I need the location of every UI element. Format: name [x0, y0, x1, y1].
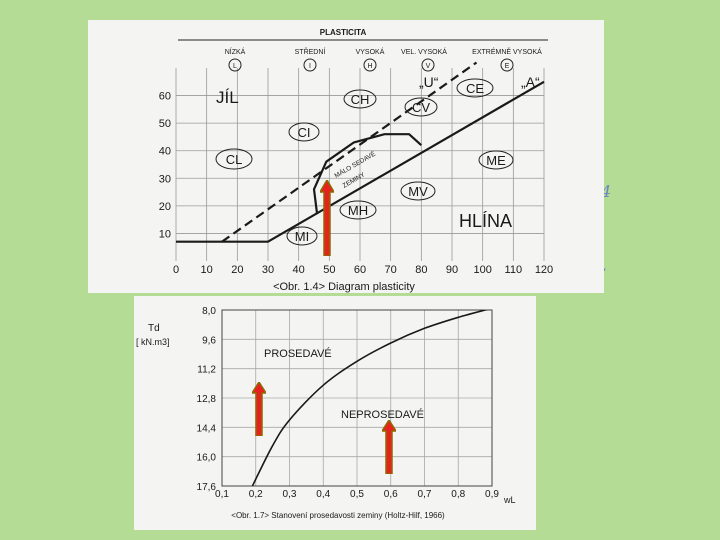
class-code-0: L	[233, 63, 237, 70]
x-tick-label: 0,8	[451, 489, 465, 500]
x-tick-label: 20	[231, 264, 243, 276]
x-tick-label: 0,5	[350, 489, 364, 500]
series-line-1	[221, 61, 478, 243]
collapsibility-chart: 0,1 0,2 0,3 0,4 0,5 0,6 0,7 0,8 0,9 8,0 9,6 11,2 12,…	[136, 306, 516, 520]
region-label-mv: MV	[408, 184, 428, 199]
x-tick-label: 50	[323, 264, 335, 276]
line-label-u: „U“	[419, 74, 439, 90]
x-tick-label: 60	[354, 264, 366, 276]
x-tick-label: 0,9	[485, 489, 499, 500]
region-label-ch: CH	[351, 92, 370, 107]
class-code-2: H	[367, 63, 372, 70]
x-tick-label: 0	[173, 264, 179, 276]
x-tick-label: 40	[293, 264, 305, 276]
y-tick-label: 12,8	[197, 394, 217, 405]
collapsibility-boundary-line	[251, 310, 489, 486]
x-tick-label: 110	[505, 264, 523, 276]
series-line-0	[176, 80, 545, 243]
plasticity-diagram-panel: 0 10 20 30 40 50 60 70 80 90 100 110 120 10 20 30 40 50 60…	[88, 20, 604, 293]
region-label-jil: JÍL	[216, 88, 239, 107]
region-label-me: ME	[486, 153, 506, 168]
x-axis-label: wL	[503, 495, 516, 505]
red-arrow-up-2	[252, 382, 266, 436]
region-label-cv: CV	[412, 100, 430, 115]
x-tick-label: 80	[415, 264, 427, 276]
region-label-ci: CI	[298, 125, 311, 140]
x-tick-label: 90	[446, 264, 458, 276]
y-tick-label: 11,2	[197, 365, 216, 376]
collapsibility-diagram-panel: 0,1 0,2 0,3 0,4 0,5 0,6 0,7 0,8 0,9 8,0 9,6 11,2 12,…	[134, 296, 536, 530]
x-tick-label: 0,2	[249, 489, 263, 500]
x-tick-label: 70	[385, 264, 397, 276]
x-tick-label: 0,1	[215, 489, 229, 500]
region-label-neprosedave: NEPROSEDAVÉ	[341, 408, 424, 421]
x-tick-label: 100	[473, 264, 491, 276]
x-tick-label: 0,6	[384, 489, 398, 500]
class-name-4: EXTRÉMNĚ VYSOKÁ	[472, 47, 542, 56]
x-tick-label: 0,7	[418, 489, 432, 500]
class-name-3: VEL. VYSOKÁ	[401, 47, 447, 56]
class-name-1: STŘEDNÍ	[295, 47, 326, 56]
class-code-4: E	[505, 63, 510, 70]
class-name-2: VYSOKÁ	[356, 47, 385, 56]
red-arrow-up-3	[382, 420, 396, 474]
x-tick-label: 0,3	[283, 489, 297, 500]
plasticity-caption: <Obr. 1.4> Diagram plasticity	[273, 281, 415, 293]
y-axis-label: Td	[148, 323, 160, 334]
y-tick-label: 20	[159, 201, 171, 213]
plasticity-chart: 0 10 20 30 40 50 60 70 80 90 100 110 120 10 20 30 40 50 60…	[159, 28, 553, 293]
y-tick-label: 8,0	[202, 306, 216, 317]
x-tick-label: 10	[201, 264, 213, 276]
y-axis-unit: [ kN.m3]	[136, 337, 170, 347]
line-label-a: „A“	[521, 74, 540, 90]
y-tick-label: 50	[159, 118, 171, 130]
class-name-0: NÍZKÁ	[225, 47, 246, 56]
y-tick-label: 9,6	[202, 335, 216, 346]
plasticity-header: PLASTICITA	[320, 28, 367, 37]
y-tick-label: 17,6	[197, 482, 217, 493]
y-tick-label: 10	[159, 228, 171, 240]
red-arrow-up-1	[320, 180, 334, 256]
collapsibility-caption: <Obr. 1.7> Stanovení prosedavosti zeminy…	[231, 511, 445, 520]
region-label-ce: CE	[466, 81, 484, 96]
region-label-mi: MI	[295, 229, 309, 244]
region-label-prosedave: PROSEDAVÉ	[264, 347, 332, 360]
x-tick-label: 0,4	[316, 489, 330, 500]
y-tick-label: 30	[159, 173, 171, 185]
y-tick-label: 60	[159, 91, 171, 103]
y-tick-label: 14,4	[197, 423, 217, 434]
class-code-1: I	[309, 63, 311, 70]
y-tick-label: 40	[159, 146, 171, 158]
x-tick-label: 120	[535, 264, 553, 276]
y-tick-label: 16,0	[197, 453, 217, 464]
x-tick-label: 30	[262, 264, 274, 276]
series-line-2	[312, 133, 423, 215]
region-label-hlina: HLÍNA	[459, 211, 512, 231]
region-label-mh: MH	[348, 203, 368, 218]
region-label-cl: CL	[226, 152, 243, 167]
class-code-3: V	[426, 63, 431, 70]
